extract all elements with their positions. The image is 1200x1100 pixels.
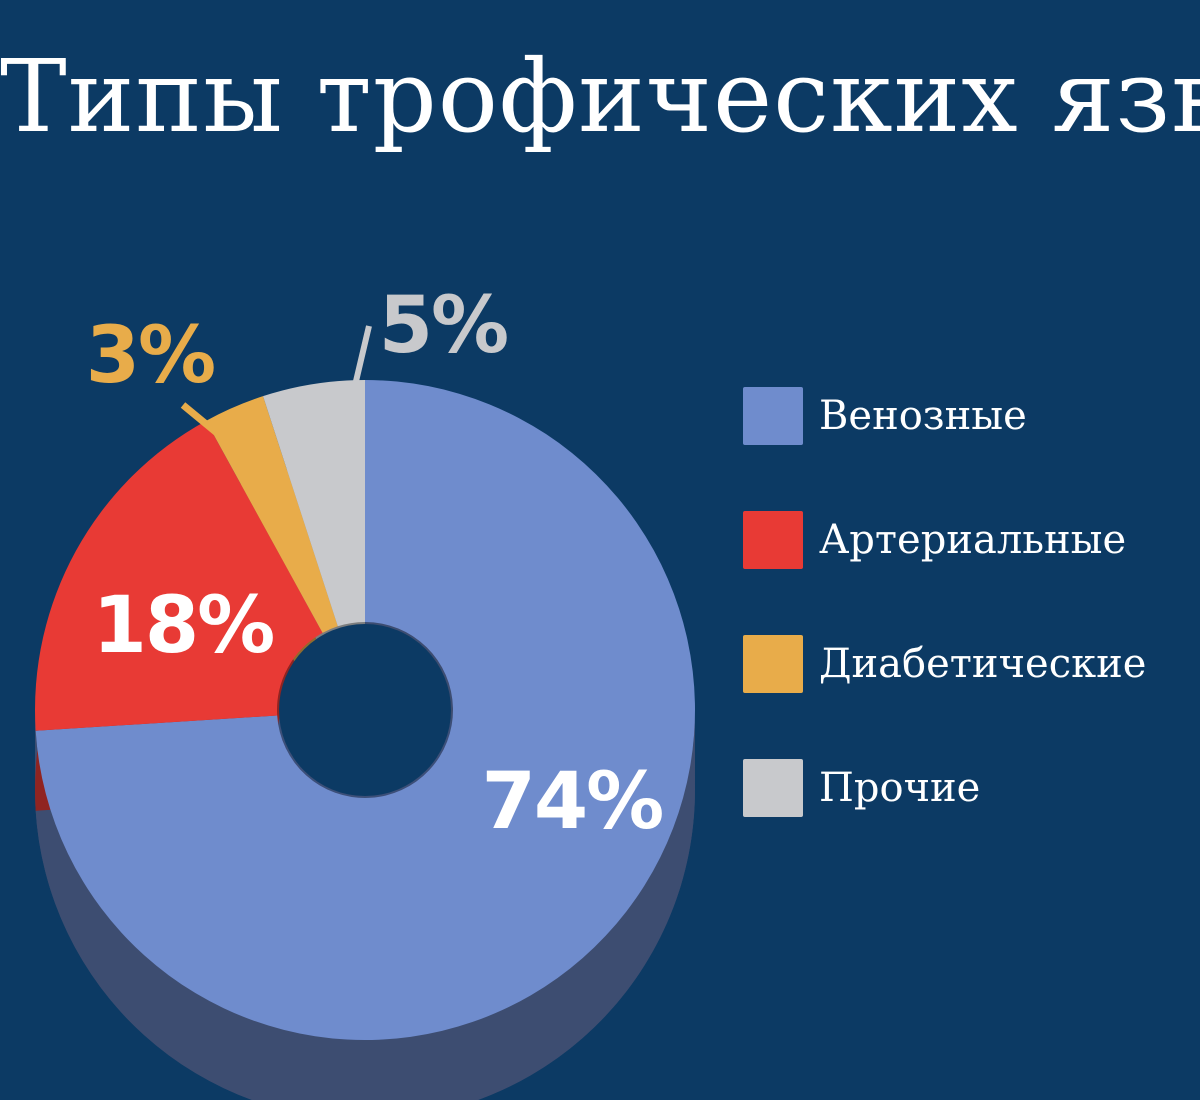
legend-label-venous: Венозные <box>819 393 1027 439</box>
data-label-diabetic: 3% <box>86 311 214 401</box>
pie-slice-venous <box>35 380 695 1040</box>
legend-item-arterial: Артериальные <box>743 509 1193 571</box>
legend-swatch-diabetic <box>743 635 803 693</box>
legend-label-other: Прочие <box>819 765 981 811</box>
donut-hole <box>279 624 451 796</box>
chart-title: Типы трофических язв <box>0 38 1200 155</box>
data-label-venous: 74% <box>482 757 663 847</box>
pie-slice-diabetic <box>206 396 338 633</box>
data-label-arterial: 18% <box>93 581 274 671</box>
legend-swatch-other <box>743 759 803 817</box>
chart-legend: Венозные Артериальные Диабетические Проч… <box>743 385 1193 881</box>
pie-slice-arterial <box>35 420 323 731</box>
leader-line-other <box>342 325 372 429</box>
legend-item-venous: Венозные <box>743 385 1193 447</box>
legend-label-arterial: Артериальные <box>819 517 1127 563</box>
leader-line-diabetic <box>180 402 243 455</box>
data-label-other: 5% <box>379 281 507 371</box>
legend-swatch-venous <box>743 387 803 445</box>
legend-item-other: Прочие <box>743 757 1193 819</box>
legend-swatch-arterial <box>743 511 803 569</box>
legend-item-diabetic: Диабетические <box>743 633 1193 695</box>
legend-label-diabetic: Диабетические <box>819 641 1147 687</box>
pie-slice-other <box>263 380 365 627</box>
